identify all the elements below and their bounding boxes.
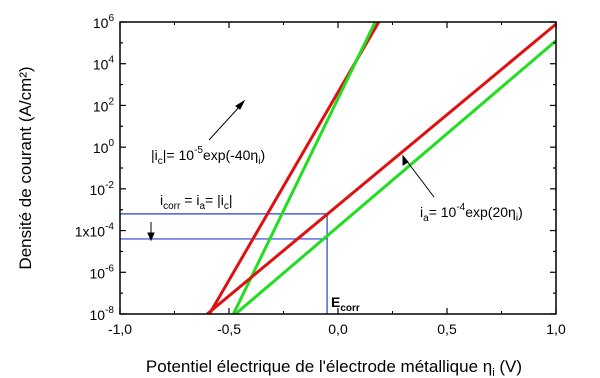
y-axis-label: Densité de courant (A/cm²) bbox=[16, 66, 35, 269]
y-tick-label: 100 bbox=[93, 138, 115, 156]
series-line-4 bbox=[234, 39, 556, 314]
x-axis-label-unit: (V) bbox=[495, 357, 522, 376]
y-tick-label: 10-8 bbox=[90, 305, 115, 323]
ic-equation: |ic|= 10-5exp(-40ηi) bbox=[151, 145, 265, 167]
x-axis-label: Potentiel électrique de l'électrode méta… bbox=[146, 357, 522, 378]
y-tick-label: 106 bbox=[93, 13, 115, 31]
x-tick-label: 0,0 bbox=[328, 321, 348, 337]
guide-lines bbox=[120, 213, 328, 314]
annotations: icorr = ia= |ic| |ic|= 10-5exp(-40ηi) ia… bbox=[147, 99, 523, 314]
x-tick-label: -1,0 bbox=[108, 321, 132, 337]
icorr-sub: corr bbox=[163, 201, 181, 212]
x-tick-label: -0,5 bbox=[217, 321, 241, 337]
x-axis-label-sub: i bbox=[492, 367, 494, 378]
x-tick-label: 0,5 bbox=[437, 321, 457, 337]
y-tick-label: 10-6 bbox=[90, 263, 115, 281]
series-line-3 bbox=[206, 22, 556, 314]
y-tick-label: 102 bbox=[93, 96, 115, 114]
series-line-2 bbox=[232, 22, 377, 314]
axis-ticks bbox=[119, 21, 557, 315]
x-tick-labels: -1,0 -0,5 0,0 0,5 1,0 bbox=[108, 321, 566, 337]
ia-equation: ia= 10-4exp(20ηi) bbox=[420, 202, 523, 224]
y-tick-labels: 10-8 10-6 1x10-4 10-2 100 102 104 106 bbox=[75, 13, 115, 323]
plot-frame bbox=[119, 21, 557, 315]
data-series bbox=[206, 22, 556, 314]
icorr-label: icorr = ia= |ic| bbox=[160, 192, 232, 212]
y-tick-label: 1x10-4 bbox=[75, 222, 115, 240]
ic-arrow bbox=[208, 99, 246, 141]
ecorr-label: Ecorr bbox=[331, 294, 360, 314]
icorr-arrow bbox=[147, 222, 155, 242]
y-tick-label: 104 bbox=[93, 55, 115, 73]
y-tick-label: 10-2 bbox=[90, 180, 115, 198]
x-tick-label: 1,0 bbox=[546, 321, 566, 337]
ia-arrow bbox=[402, 154, 435, 198]
